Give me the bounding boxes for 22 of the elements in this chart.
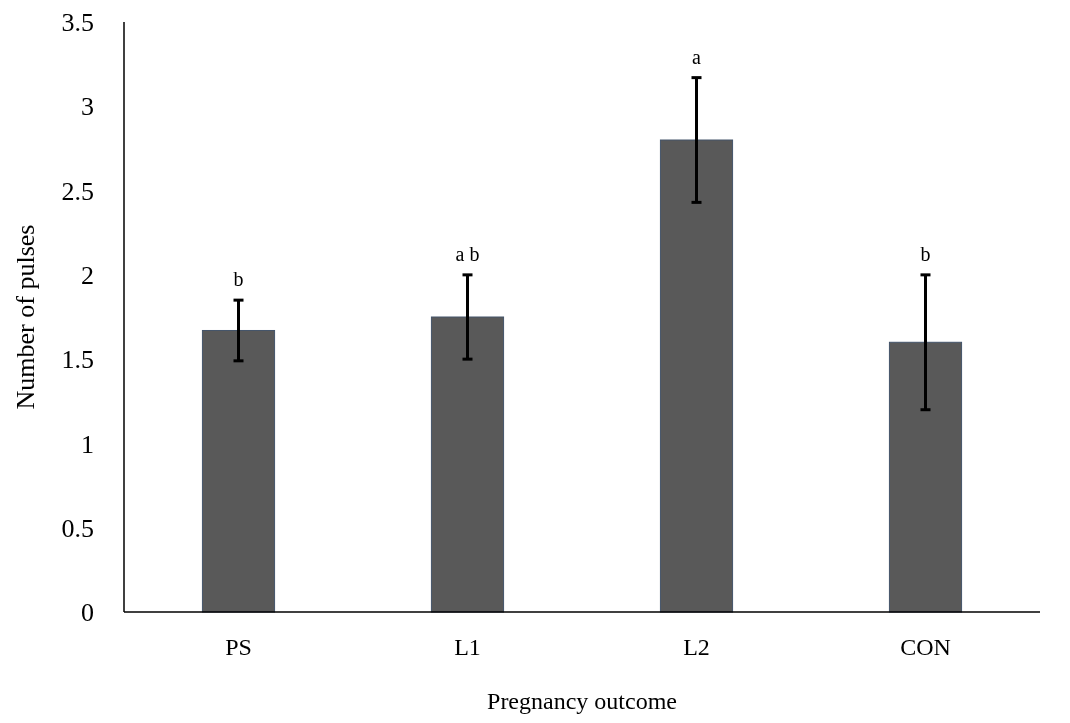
y-tick-label: 0 — [81, 598, 94, 628]
x-tick-label: PS — [225, 634, 252, 660]
y-tick-label: 1 — [81, 429, 94, 459]
bar — [201, 329, 276, 613]
x-axis-title: Pregnancy outcome — [487, 688, 677, 714]
bar — [430, 316, 505, 613]
y-tick-label: 1.5 — [61, 345, 94, 375]
y-tick-label: 2.5 — [61, 176, 94, 206]
y-tick-label: 3 — [81, 92, 94, 122]
bar — [659, 139, 734, 613]
bar — [888, 341, 963, 613]
y-tick-label: 3.5 — [61, 8, 94, 38]
x-tick-label: L2 — [683, 634, 710, 660]
y-tick-label: 2 — [81, 260, 94, 290]
annotation: a b — [455, 242, 480, 265]
x-tick-label: L1 — [454, 634, 481, 660]
annotation: b — [233, 268, 244, 291]
annotation: b — [920, 242, 931, 265]
x-tick-label: CON — [900, 634, 951, 660]
annotation: a — [692, 45, 702, 68]
y-tick-label: 0.5 — [61, 513, 94, 543]
y-axis-title: Number of pulses — [11, 224, 40, 410]
